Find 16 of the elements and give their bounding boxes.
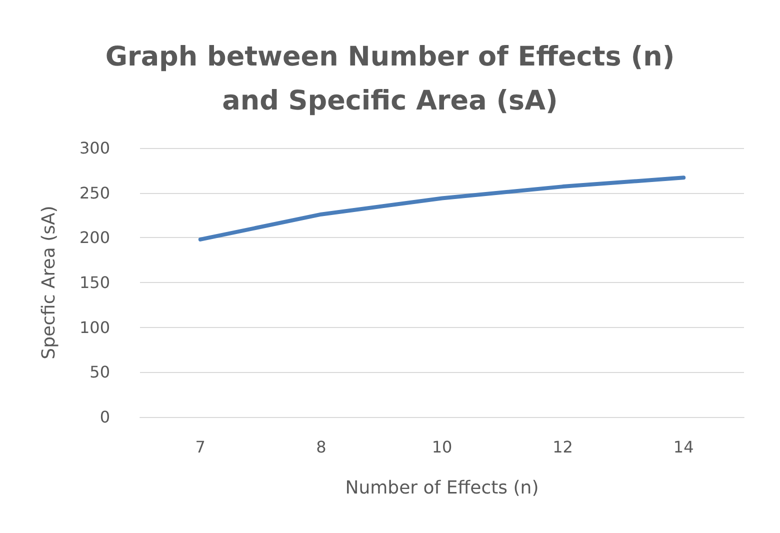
y-tick-label: 50 [90, 362, 110, 382]
x-tick-label: 10 [432, 438, 452, 456]
chart-title: Graph between Number of Effects (n) and Specific Area (sA) [105, 42, 675, 116]
y-tick-label: 0 [100, 408, 110, 426]
x-tick-label: 14 [673, 438, 694, 456]
x-axis-title: Number of Effects (n) [345, 478, 539, 498]
x-tick-label: 7 [195, 438, 206, 456]
x-tick-label: 8 [316, 438, 326, 456]
y-tick-label: 250 [79, 183, 110, 202]
y-tick-label: 300 [79, 138, 110, 158]
y-tick-label: 150 [79, 273, 110, 292]
y-axis-title: Specfic Area (sA) [38, 206, 60, 360]
line-series [198, 176, 686, 242]
x-tick-label: 12 [552, 438, 573, 456]
y-tick-label: 200 [79, 228, 110, 248]
y-tick-label: 100 [79, 318, 110, 337]
